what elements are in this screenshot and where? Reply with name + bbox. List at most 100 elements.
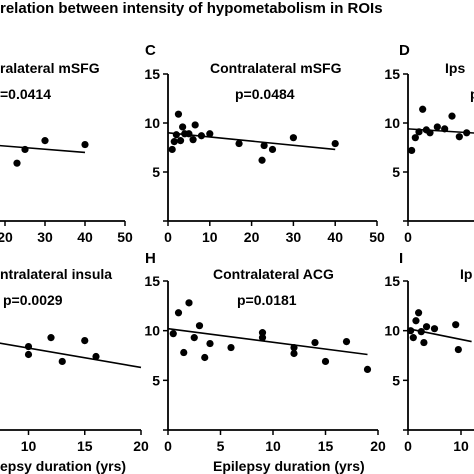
data-point bbox=[363, 365, 372, 374]
panel-letter: H bbox=[145, 250, 156, 267]
x-tick-label: 50 bbox=[117, 229, 133, 245]
x-tick-label: 0 bbox=[404, 229, 412, 245]
x-axis-title: epsy duration (yrs) bbox=[0, 458, 126, 474]
data-point bbox=[174, 110, 183, 118]
data-point bbox=[170, 138, 178, 146]
data-point bbox=[258, 156, 266, 164]
x-axis-title: Epilepsy duration (yrs) bbox=[213, 458, 365, 474]
data-point bbox=[185, 299, 193, 307]
data-point bbox=[227, 343, 235, 352]
y-tick-label: 5 bbox=[152, 164, 160, 180]
data-point bbox=[422, 323, 431, 331]
panel-title: Ips bbox=[445, 60, 465, 76]
y-tick-label: 15 bbox=[144, 66, 160, 82]
x-tick-label: 30 bbox=[286, 229, 302, 245]
data-point bbox=[169, 330, 177, 338]
y-tick-label: 15 bbox=[384, 66, 400, 82]
data-point bbox=[258, 329, 267, 337]
data-point bbox=[419, 105, 427, 113]
data-point bbox=[206, 130, 214, 138]
y-tick-label: 10 bbox=[384, 323, 400, 339]
data-point bbox=[180, 348, 188, 357]
data-point bbox=[47, 334, 55, 342]
data-point bbox=[415, 309, 423, 317]
data-point bbox=[41, 137, 49, 145]
y-tick-label: 10 bbox=[384, 115, 400, 131]
data-point bbox=[426, 129, 434, 137]
data-point bbox=[206, 339, 214, 348]
data-point bbox=[189, 136, 197, 144]
data-point bbox=[408, 146, 416, 155]
data-point bbox=[268, 145, 277, 154]
x-tick-label: 30 bbox=[37, 229, 53, 245]
panel-title: ralateral mSFG bbox=[0, 60, 100, 76]
data-point bbox=[24, 350, 33, 359]
data-point bbox=[290, 343, 298, 352]
panel-title: Contralateral mSFG bbox=[210, 60, 342, 76]
data-point bbox=[430, 325, 439, 333]
data-point bbox=[463, 129, 471, 137]
x-tick-label: 10 bbox=[21, 438, 37, 454]
data-point bbox=[58, 357, 66, 366]
x-tick-label: 50 bbox=[369, 229, 385, 245]
panel-title: Contralateral ACG bbox=[213, 266, 334, 282]
data-point bbox=[454, 345, 462, 354]
data-point bbox=[455, 133, 463, 141]
p-value-annotation: p=0.0484 bbox=[235, 86, 295, 102]
x-tick-label: 20 bbox=[133, 438, 149, 454]
x-tick-label: 20 bbox=[244, 229, 260, 245]
data-point bbox=[81, 140, 89, 149]
data-point bbox=[289, 134, 297, 142]
x-tick-label: 5 bbox=[217, 438, 225, 454]
data-point bbox=[342, 337, 351, 346]
chart-panel: 5 10 15 0 10 I Ip bbox=[384, 250, 474, 454]
data-point bbox=[441, 125, 449, 133]
data-point bbox=[448, 112, 456, 120]
data-point bbox=[92, 352, 100, 361]
p-value-annotation: p=0.0029 bbox=[3, 292, 63, 308]
data-point bbox=[290, 349, 298, 358]
p-value-annotation: =0.0414 bbox=[0, 86, 51, 102]
p-value-annotation: p bbox=[470, 86, 474, 102]
x-tick-label: 10 bbox=[265, 438, 281, 454]
data-point bbox=[168, 145, 176, 154]
x-tick-label: 15 bbox=[318, 438, 334, 454]
data-point bbox=[201, 353, 209, 362]
trend-line bbox=[0, 342, 142, 369]
data-point bbox=[452, 321, 460, 329]
panel-letter: D bbox=[399, 42, 410, 59]
data-point bbox=[185, 130, 193, 138]
y-tick-label: 10 bbox=[144, 323, 160, 339]
data-point bbox=[417, 328, 425, 336]
data-point bbox=[172, 131, 180, 139]
data-point bbox=[195, 322, 204, 330]
data-point bbox=[179, 123, 187, 131]
data-point bbox=[176, 137, 185, 145]
data-point bbox=[321, 357, 330, 366]
x-tick-label: 0 bbox=[164, 229, 172, 245]
data-point bbox=[433, 123, 441, 131]
data-point bbox=[407, 327, 415, 335]
data-point bbox=[331, 139, 339, 148]
x-tick-label: 40 bbox=[77, 229, 93, 245]
panel-letter: I bbox=[399, 250, 403, 267]
data-point bbox=[415, 128, 423, 136]
data-point bbox=[197, 132, 206, 140]
x-tick-label: 0 bbox=[164, 438, 172, 454]
chart-panel: 5 10 15 0 5 10 15 20 H Contralateral ACG p=0.0181 E… bbox=[144, 250, 386, 474]
y-tick-label: 15 bbox=[384, 273, 400, 289]
y-tick-label: 10 bbox=[144, 115, 160, 131]
data-point bbox=[191, 121, 199, 129]
x-tick-label: 0 bbox=[404, 438, 412, 454]
data-point bbox=[260, 141, 268, 150]
trend-line bbox=[167, 132, 336, 151]
x-tick-label: 20 bbox=[370, 438, 386, 454]
panel-title: Ip bbox=[460, 266, 472, 282]
data-point bbox=[258, 334, 267, 342]
x-tick-label: 15 bbox=[77, 438, 93, 454]
x-tick-label: 40 bbox=[327, 229, 343, 245]
x-tick-label: 10 bbox=[202, 229, 218, 245]
figure-title: relation between intensity of hypometabo… bbox=[0, 0, 383, 17]
data-point bbox=[81, 337, 89, 345]
y-tick-label: 15 bbox=[144, 273, 160, 289]
